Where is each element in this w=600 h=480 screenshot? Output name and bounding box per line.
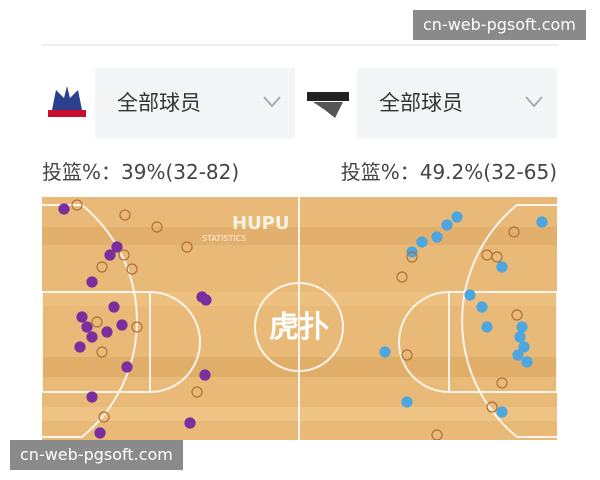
player-filter[interactable]: 全部球员	[95, 68, 295, 138]
missed-shot	[486, 401, 498, 413]
made-shot	[518, 341, 530, 353]
made-shot	[116, 319, 128, 331]
made-shot	[101, 326, 113, 338]
fg-stat: 投篮%：39%(32-82)	[42, 160, 240, 184]
made-shot	[81, 321, 93, 333]
made-shot	[76, 311, 88, 323]
missed-shot	[431, 429, 443, 440]
made-shot	[94, 427, 106, 439]
made-shot	[476, 301, 488, 313]
missed-shot	[396, 271, 408, 283]
made-shot	[416, 236, 428, 248]
made-shot	[521, 356, 533, 368]
brand-sub: STATISTICS	[202, 234, 246, 243]
made-shot	[496, 261, 508, 273]
missed-shot	[401, 349, 413, 361]
made-shot	[199, 369, 211, 381]
made-shot	[481, 321, 493, 333]
made-shot	[104, 249, 116, 261]
missed-shot	[151, 221, 163, 233]
made-shot	[184, 417, 196, 429]
missed-shot	[406, 251, 418, 263]
missed-shot	[119, 209, 131, 221]
made-shot	[86, 276, 98, 288]
made-shot	[379, 346, 391, 358]
made-shot	[496, 406, 508, 418]
made-shot	[464, 289, 476, 301]
made-shot	[536, 216, 548, 228]
filter-text: 全部球员	[379, 91, 463, 115]
missed-shot	[511, 309, 523, 321]
chevron	[263, 96, 281, 108]
watermark: cn-web-pgsoft.com	[413, 10, 586, 40]
missed-shot	[481, 249, 493, 261]
watermark: cn-web-pgsoft.com	[10, 440, 183, 470]
made-shot	[108, 301, 120, 313]
made-shot	[121, 361, 133, 373]
made-shot	[74, 341, 86, 353]
missed-shot	[96, 261, 108, 273]
made-shot	[200, 294, 212, 306]
center-logo: 虎扑	[269, 310, 329, 345]
made-shot	[401, 396, 413, 408]
missed-shot	[496, 377, 508, 389]
missed-shot	[71, 199, 83, 211]
made-shot	[512, 349, 524, 361]
made-shot	[86, 391, 98, 403]
chevron	[525, 96, 543, 108]
made-shot	[111, 241, 123, 253]
team-logo[interactable]	[305, 80, 351, 126]
shot-chart: HUPU STATISTICS 虎扑	[42, 197, 557, 440]
made-shot	[516, 321, 528, 333]
made-shot	[441, 219, 453, 231]
brand: HUPU	[232, 213, 290, 234]
missed-shot	[91, 316, 103, 328]
made-shot	[431, 231, 443, 243]
made-shot	[514, 331, 526, 343]
top-card	[42, 0, 558, 46]
made-shot	[86, 331, 98, 343]
missed-shot	[98, 411, 110, 423]
missed-shot	[191, 386, 203, 398]
missed-shot	[508, 226, 520, 238]
made-shot	[58, 203, 70, 215]
player-filter[interactable]: 全部球员	[357, 68, 557, 138]
team-logo[interactable]	[44, 80, 90, 126]
missed-shot	[118, 249, 130, 261]
missed-shot	[181, 241, 193, 253]
missed-shot	[126, 263, 138, 275]
filter-text: 全部球员	[117, 91, 201, 115]
missed-shot	[96, 346, 108, 358]
fg-stat: 投篮%：49.2%(32-65)	[340, 160, 557, 184]
missed-shot	[131, 321, 143, 333]
made-shot	[451, 211, 463, 223]
